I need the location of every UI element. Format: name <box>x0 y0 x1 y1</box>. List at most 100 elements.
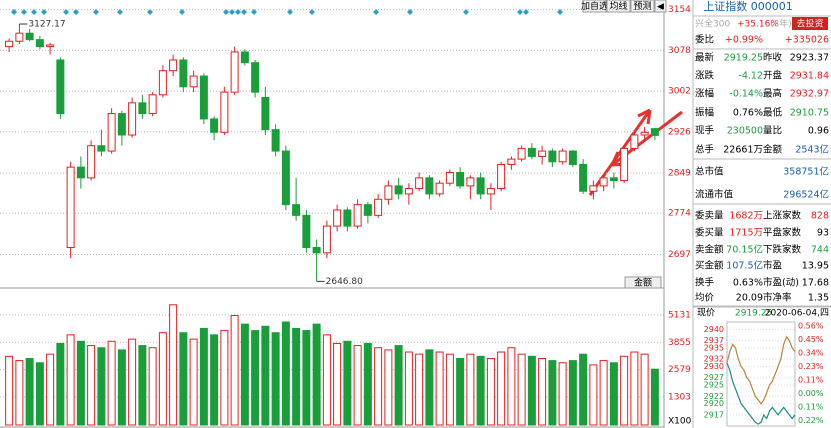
candle-body <box>117 113 126 136</box>
volume-bar <box>620 355 629 426</box>
volume-bar <box>87 345 96 426</box>
candle-body <box>158 70 167 96</box>
volume-bar <box>476 355 485 426</box>
candle-body <box>322 225 331 254</box>
mini-line <box>726 335 796 405</box>
volume-bar <box>507 347 516 426</box>
toolbar-label[interactable]: 加自选 <box>581 0 608 12</box>
candle-body <box>363 204 372 216</box>
mini-date: 2020-06-04,四 <box>765 309 829 319</box>
quote-cell: -4.12 <box>738 71 763 82</box>
low-label: 2646.80 <box>326 277 363 287</box>
volume-bar <box>404 351 413 426</box>
quote-cell: 107.5亿 <box>726 260 763 272</box>
toolbar-button[interactable] <box>606 0 631 13</box>
volume-bar <box>497 351 506 426</box>
mini-y-label: 2925 <box>704 381 724 390</box>
volume-bar <box>445 353 454 426</box>
y-tick-label: 3002 <box>668 87 691 97</box>
volume-bar <box>353 345 362 426</box>
quote-cell: 93 <box>817 228 829 239</box>
mini-pct-label: 0.00% <box>798 389 824 398</box>
quote-cell: 委比 <box>695 34 714 46</box>
quote-cell: 1.35 <box>808 293 829 304</box>
marker-diamond <box>31 9 37 15</box>
candle-body <box>538 150 547 157</box>
volume-bar <box>302 330 311 426</box>
volume-bar <box>599 360 608 426</box>
volume-bar <box>138 345 147 426</box>
quote-cell: 金额 <box>763 144 783 156</box>
marker-diamond <box>517 9 523 15</box>
candle-body <box>599 177 608 187</box>
toolbar-label[interactable]: 预测 <box>633 1 651 12</box>
candle-body <box>56 59 65 115</box>
volume-bar <box>56 342 65 426</box>
volume-bar <box>220 330 229 426</box>
quote-cell: 0.96 <box>808 126 829 137</box>
y-tick-label: 3855 <box>668 338 691 348</box>
volume-bar <box>425 349 434 426</box>
volume-bar <box>148 347 157 426</box>
candle-body <box>210 118 219 133</box>
invest-button[interactable] <box>792 17 828 30</box>
volume-tab[interactable] <box>624 276 662 289</box>
volume-bar <box>456 357 465 426</box>
invest-label[interactable]: 去投资 <box>796 18 823 30</box>
quote-cell: 总手 <box>695 144 715 156</box>
volume-bar <box>435 351 444 426</box>
quote-cell: 下跌家数 <box>763 244 802 256</box>
volume-bar <box>251 330 260 426</box>
quote-cell: 上涨家数 <box>763 210 802 222</box>
candle-body <box>507 158 516 165</box>
quote-cell: 流通市值 <box>695 189 734 201</box>
volume-bar <box>179 332 188 426</box>
volume-bar <box>640 353 649 426</box>
mini-y-label: 2937 <box>704 336 724 345</box>
marker-diamond <box>251 9 257 15</box>
quote-cell: 2932.97 <box>790 89 829 100</box>
quote-cell: 涨幅 <box>695 88 715 100</box>
quote-cell: 最新 <box>695 52 715 64</box>
quote-cell: 17.68 <box>802 278 829 289</box>
quote-cell: 涨跌 <box>695 70 715 82</box>
marker-diamond <box>463 9 469 15</box>
quote-cell: 均价 <box>695 292 715 304</box>
mini-y-label: 2917 <box>704 410 724 419</box>
candle-body <box>486 188 495 195</box>
volume-bar <box>486 357 495 426</box>
volume-tab-label[interactable]: 金额 <box>634 277 652 289</box>
quote-cell: 358751亿 <box>783 166 829 178</box>
candle-body <box>568 150 577 165</box>
high-label: 3127.17 <box>28 20 65 30</box>
toolbar-label[interactable]: 均线 <box>609 0 627 12</box>
candle-body <box>148 94 157 115</box>
volume-bar <box>261 325 270 426</box>
marker-diamond <box>373 9 379 15</box>
candle-body <box>240 51 249 64</box>
candle-body <box>97 145 106 152</box>
toolbar-label[interactable]: ◀ <box>657 2 664 12</box>
marker-diamond <box>63 9 69 15</box>
candle-body <box>650 128 659 136</box>
toolbar-button[interactable] <box>654 0 667 13</box>
volume-bar <box>46 353 55 426</box>
candle-body <box>630 134 639 149</box>
candle-body <box>261 97 270 131</box>
marker-diamond <box>41 9 47 15</box>
marker-diamond <box>241 9 247 15</box>
candle-body <box>138 102 147 115</box>
quote-cell: 20.09 <box>736 293 763 304</box>
quote-cell: 最低 <box>763 107 783 119</box>
y-tick-label: 3078 <box>668 46 691 56</box>
toolbar-button[interactable] <box>630 0 655 13</box>
candle-body <box>404 188 413 195</box>
marker-diamond <box>229 9 235 15</box>
volume-bar <box>609 362 618 426</box>
quote-cell: 1682万 <box>729 211 763 222</box>
mini-y-label: 2920 <box>704 399 724 408</box>
mini-pct-label: 0.22% <box>798 416 824 425</box>
volume-bar <box>363 342 372 426</box>
toolbar-button[interactable] <box>582 0 607 13</box>
volume-bar <box>25 357 34 426</box>
